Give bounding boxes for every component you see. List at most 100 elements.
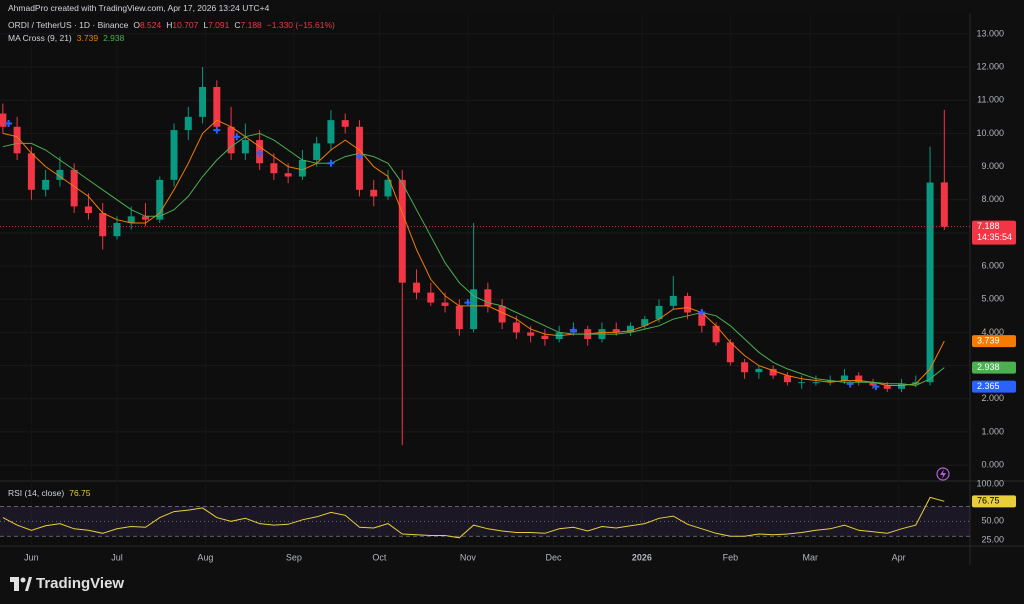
rsi-title[interactable]: RSI (14, close) <box>8 488 65 498</box>
logo-text: TradingView <box>36 575 125 592</box>
candle-body <box>313 143 321 160</box>
cross-marker <box>846 380 854 388</box>
watermark-text: AhmadPro created with TradingView.com, A… <box>8 3 270 13</box>
candle-body <box>142 216 149 220</box>
candle-body <box>898 383 906 389</box>
candle-body <box>855 375 863 383</box>
x-tick-label: Apr <box>892 552 906 562</box>
rsi-header: RSI (14, close) 76.75 <box>8 488 91 498</box>
candle-body <box>99 213 107 237</box>
cross-marker <box>569 327 577 335</box>
ohlc-label: H <box>166 20 173 30</box>
x-tick-label: 2026 <box>632 552 652 562</box>
rsi-tick-label: 50.00 <box>981 516 1004 526</box>
candle-body <box>840 375 848 381</box>
candle-body <box>769 368 777 376</box>
y-tick-label: 12.000 <box>976 61 1004 71</box>
candle-body <box>427 292 435 303</box>
candle-body <box>270 163 278 174</box>
candle-body <box>341 120 349 127</box>
y-tick-label: 9.000 <box>981 161 1004 171</box>
x-tick-label: Aug <box>197 552 213 562</box>
candle-body <box>712 325 720 343</box>
candle-body <box>527 332 535 336</box>
candle-body <box>755 368 763 373</box>
y-tick-label: 5.000 <box>981 294 1004 304</box>
rsi-label-bg <box>972 495 1016 508</box>
candle-body <box>455 305 463 330</box>
candle-body <box>156 179 164 220</box>
ma-label: 3.739 <box>977 335 1000 345</box>
candle-body <box>370 189 378 197</box>
ma-line <box>2 119 945 386</box>
candle-body <box>912 382 920 384</box>
rsi-tick-label: 25.00 <box>981 534 1004 544</box>
candle-body <box>213 86 221 127</box>
candle-body <box>13 126 21 154</box>
candle-body <box>470 289 478 330</box>
rsi-line <box>2 496 945 539</box>
indicator-title[interactable]: MA Cross (9, 21) <box>8 33 72 43</box>
cross-marker <box>213 126 221 134</box>
y-tick-label: 2.000 <box>981 393 1004 403</box>
candle-body <box>612 329 620 333</box>
candle-body <box>812 382 820 384</box>
candle-body <box>56 169 64 180</box>
candle-body <box>0 113 7 127</box>
rsi-value: 76.75 <box>69 488 91 498</box>
candle-body <box>327 120 335 144</box>
x-tick-label: Mar <box>802 552 818 562</box>
cross-marker <box>256 149 264 157</box>
candle-body <box>184 116 192 131</box>
ohlc-value: 7.188 <box>240 20 262 30</box>
indicator-value: 3.739 <box>76 33 99 43</box>
candle-body <box>284 173 292 177</box>
candle-body <box>940 182 948 227</box>
candle-body <box>826 380 834 383</box>
footer-logo[interactable]: TradingView <box>10 575 124 592</box>
candle-body <box>441 302 449 306</box>
symbol-header: ORDI / TetherUS · 1D · Binance O8.524 H1… <box>8 20 335 30</box>
candle-body <box>27 153 35 190</box>
cross-marker <box>872 383 880 391</box>
symbol-title[interactable]: ORDI / TetherUS · 1D · Binance <box>8 20 129 30</box>
candle-body <box>926 182 934 383</box>
logo-mark <box>10 576 32 591</box>
x-tick-label: Dec <box>545 552 562 562</box>
x-tick-label: Oct <box>372 552 387 562</box>
rsi-label: 76.75 <box>977 496 1000 506</box>
candle-body <box>726 342 734 363</box>
x-tick-label: Jun <box>24 552 39 562</box>
candle-body <box>298 159 306 177</box>
x-tick-label: Jul <box>111 552 123 562</box>
ohlc-value: 8.524 <box>139 20 162 30</box>
alert-icon[interactable] <box>936 467 950 481</box>
countdown-label: 14:35:54 <box>977 232 1012 242</box>
y-tick-label: 13.000 <box>976 28 1004 38</box>
candle-body <box>484 289 492 306</box>
y-tick-label: 4.000 <box>981 327 1004 337</box>
candle-body <box>883 385 891 389</box>
candle-body <box>798 382 806 384</box>
ohlc-value: 7.091 <box>208 20 230 30</box>
price-label: 7.188 <box>977 221 1000 231</box>
x-tick-label: Sep <box>286 552 302 562</box>
y-tick-label: 1.000 <box>981 426 1004 436</box>
indicator-value: 2.938 <box>103 33 125 43</box>
ma-label-bg <box>972 335 1016 348</box>
ohlc-value: 10.707 <box>172 20 199 30</box>
candle-body <box>413 282 421 293</box>
candle-body <box>655 305 663 320</box>
candle-body <box>241 140 249 154</box>
x-tick-label: Feb <box>723 552 739 562</box>
candle-body <box>70 169 78 207</box>
cross-marker <box>327 159 335 167</box>
candle-body <box>641 319 649 326</box>
cross-label: 2.365 <box>977 381 1000 391</box>
y-tick-label: 6.000 <box>981 260 1004 270</box>
ma-line <box>2 132 945 387</box>
candle-body <box>42 179 50 190</box>
y-tick-label: 11.000 <box>977 95 1004 105</box>
